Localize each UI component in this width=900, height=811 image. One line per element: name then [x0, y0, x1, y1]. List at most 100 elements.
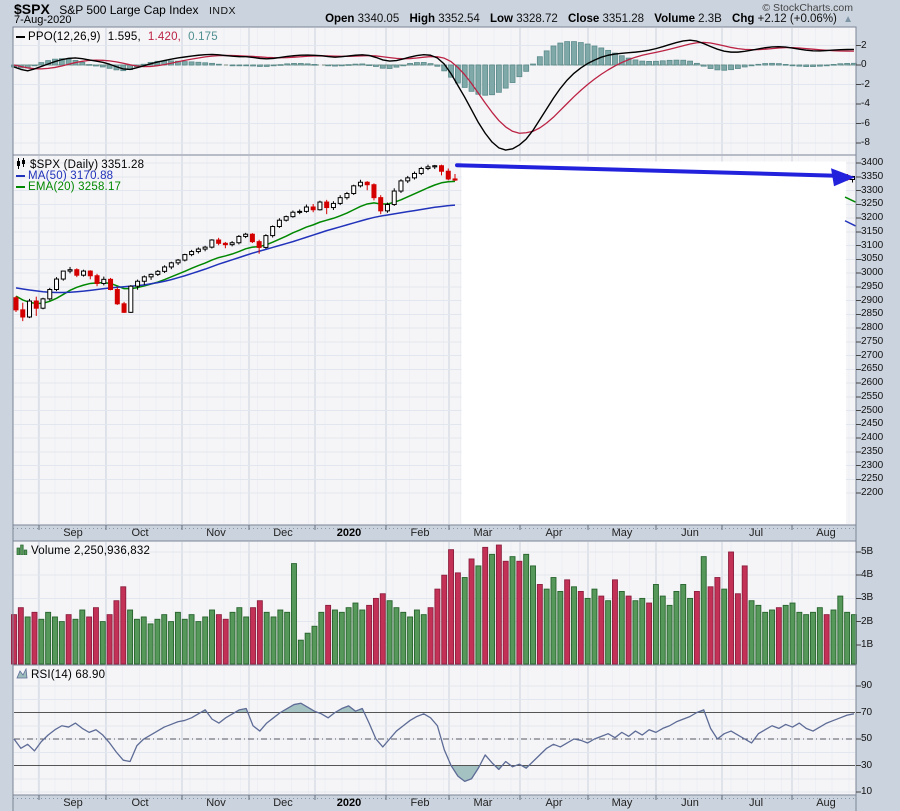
cover-box [461, 161, 846, 524]
close-label: Close [567, 13, 600, 25]
price-y-tick: 2550 [861, 390, 884, 402]
ohlc-row: Open 3340.05 High 3352.54 Low 3328.72 Cl… [318, 13, 853, 25]
price-y-tick: 2200 [861, 487, 884, 498]
chart-header: $SPX S&P 500 Large Cap Index INDX © Stoc… [0, 0, 900, 27]
ppo-y-tick: 2 [861, 39, 867, 51]
ppo-hist-value: 0.175 [188, 31, 218, 43]
price-legend-value: 3351.28 [101, 159, 145, 171]
rsi-legend-label: RSI(14) 68.90 [31, 669, 106, 681]
x-axis-month-label: May [611, 527, 633, 539]
low-label: Low [489, 13, 513, 25]
x-axis-month-label: Jul [748, 527, 764, 539]
index-name: S&P 500 Large Cap Index [59, 3, 199, 17]
open-value: 3340.05 [357, 13, 400, 25]
x-axis-month-label: Feb [410, 527, 430, 539]
volume-legend-label: Volume 2,250,936,832 [31, 545, 151, 557]
x-axis-month-label: Feb [410, 797, 430, 809]
price-y-tick: 3100 [861, 239, 884, 251]
trend-arrow [455, 163, 838, 178]
rsi-y-tick: 10 [861, 786, 873, 797]
ppo-legend-name: PPO(12,26,9) [28, 31, 101, 43]
price-y-tick: 2750 [861, 335, 884, 347]
x-axis-month-label: Mar [473, 527, 493, 539]
x-axis-month-label: Jul [748, 797, 764, 809]
high-label: High [409, 13, 435, 25]
price-y-tick: 2400 [861, 432, 884, 443]
price-y-tick: 2450 [861, 418, 884, 430]
ppo-panel[interactable] [11, 27, 857, 155]
price-y-tick: 2600 [861, 377, 884, 388]
x-axis-month-label: 2020 [336, 527, 362, 539]
price-y-tick: 3050 [861, 253, 884, 265]
x-axis-month-label: 2020 [336, 797, 362, 809]
volume-legend[interactable]: Volume 2,250,936,832 [16, 544, 150, 558]
ma50-legend-label: MA(50) 3170.88 [28, 170, 114, 182]
x-axis-month-label: Apr [545, 527, 563, 539]
rsi-y-tick: 50 [861, 733, 873, 744]
change-up-triangle-icon: ▲ [843, 14, 853, 25]
volume-value: 2.3B [698, 13, 722, 25]
rsi-legend[interactable]: RSI(14) 68.90 [16, 667, 106, 682]
ppo-line-icon [16, 36, 25, 38]
chg-label: Chg [732, 13, 755, 25]
x-axis-month-label: Oct [131, 527, 149, 539]
ma50-legend[interactable]: MA(50) 3170.88 [16, 170, 113, 182]
price-y-tick: 3300 [861, 184, 884, 196]
rsi-panel[interactable] [13, 665, 856, 795]
ma50-line-icon [16, 175, 25, 177]
x-axis-month-label: Jun [681, 797, 699, 809]
ticker-symbol[interactable]: $SPX [14, 1, 50, 17]
rsi-y-tick: 30 [861, 759, 873, 771]
exchange-label: INDX [208, 5, 237, 17]
price-legend-name: $SPX (Daily) [30, 159, 99, 171]
x-axis-month-label: Aug [816, 527, 836, 539]
price-y-tick: 2300 [861, 459, 884, 471]
x-axis-month-label: Sep [63, 527, 83, 539]
x-axis-month-label: Mar [473, 797, 493, 809]
x-axis-month-label: Jun [681, 527, 699, 539]
ema20-line-icon [16, 186, 25, 188]
ppo-y-tick: -4 [861, 98, 870, 109]
low-value: 3328.72 [516, 13, 558, 25]
volume-panel[interactable] [11, 541, 857, 665]
price-y-tick: 2950 [861, 280, 884, 292]
price-y-tick: 2250 [861, 473, 884, 485]
price-y-tick: 3350 [861, 170, 884, 182]
price-y-tick: 2800 [861, 322, 884, 333]
candlestick-icon [16, 158, 27, 172]
price-y-tick: 2700 [861, 349, 884, 361]
x-axis-month-label: Nov [206, 797, 226, 809]
rsi-y-tick: 90 [861, 680, 873, 691]
open-label: Open [325, 13, 355, 25]
volume-y-tick: 3B [861, 592, 874, 604]
chart-date: 7-Aug-2020 [14, 14, 72, 26]
ppo-legend[interactable]: PPO(12,26,9) 1.595, 1.420, 0.175 [16, 31, 218, 43]
high-value: 3352.54 [438, 13, 480, 25]
volume-y-tick: 1B [861, 638, 874, 650]
rsi-y-tick: 70 [861, 706, 873, 718]
copyright[interactable]: © StockCharts.com [762, 2, 853, 14]
price-legend[interactable]: $SPX (Daily) 3351.28 [16, 158, 144, 172]
ppo-y-tick: -2 [861, 78, 870, 90]
ema20-legend-label: EMA(20) 3258.17 [28, 181, 122, 193]
price-y-tick: 3400 [861, 157, 884, 168]
ppo-y-tick: -6 [861, 117, 870, 129]
price-y-tick: 2900 [861, 294, 884, 306]
x-axis-month-label: Apr [545, 797, 563, 809]
x-axis-month-label: Dec [273, 527, 293, 539]
ema20-legend[interactable]: EMA(20) 3258.17 [16, 181, 121, 193]
bar-chart-icon [16, 544, 28, 558]
line-chart-icon [16, 667, 28, 682]
price-y-tick: 3200 [861, 212, 884, 223]
x-axis-month-label: May [611, 797, 633, 809]
x-axis-month-label: Nov [206, 527, 226, 539]
x-axis-month-label: Sep [63, 797, 83, 809]
arrow-head [831, 168, 855, 187]
volume-y-tick: 4B [861, 569, 874, 581]
x-axis-month-label: Oct [131, 797, 149, 809]
price-y-tick: 2850 [861, 308, 884, 320]
ppo-value: 1.595, [107, 31, 141, 43]
annotation-layer[interactable] [455, 161, 856, 525]
